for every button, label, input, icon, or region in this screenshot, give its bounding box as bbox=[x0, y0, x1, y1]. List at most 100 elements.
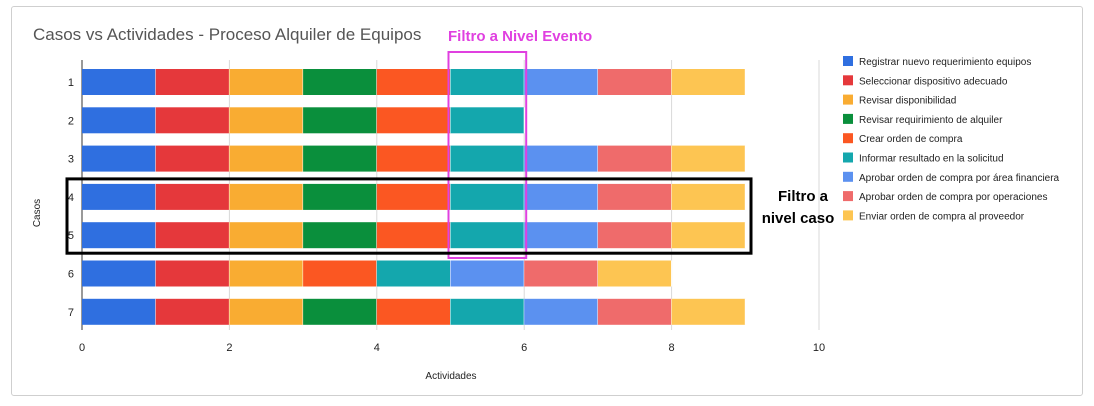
legend-entry: Aprobar orden de compra por operaciones bbox=[859, 192, 1047, 203]
y-tick-label: 7 bbox=[68, 307, 74, 319]
bar-case-3-step-6 bbox=[450, 145, 525, 172]
bar-case-4-step-9 bbox=[671, 183, 746, 210]
legend-entry: Enviar orden de compra al proveedor bbox=[859, 211, 1025, 222]
bar-case-6-step-4 bbox=[303, 260, 377, 287]
bar-case-7-step-8 bbox=[597, 298, 672, 325]
bar-case-4-step-5 bbox=[376, 183, 451, 210]
bar-case-7-step-1 bbox=[82, 298, 156, 325]
bar-case-5-step-2 bbox=[155, 222, 230, 249]
bar-case-1-step-7 bbox=[524, 69, 598, 95]
bar-case-3-step-5 bbox=[376, 145, 451, 172]
bar-case-7-step-6 bbox=[450, 298, 525, 325]
bar-case-1-step-4 bbox=[303, 69, 377, 95]
bar-case-4-step-1 bbox=[82, 183, 156, 210]
bar-case-7-step-2 bbox=[155, 298, 230, 325]
bar-case-7-step-3 bbox=[229, 298, 304, 325]
bar-case-5-step-5 bbox=[376, 222, 451, 249]
bar-case-1-step-6 bbox=[450, 69, 525, 95]
bar-case-1-step-9 bbox=[671, 69, 746, 95]
legend-swatch bbox=[843, 210, 853, 221]
bar-case-7-step-5 bbox=[376, 298, 451, 325]
bar-case-2-step-5 bbox=[376, 107, 451, 134]
legend-entry: Crear orden de compra bbox=[859, 134, 963, 145]
chart-title: Casos vs Actividades - Proceso Alquiler … bbox=[33, 25, 421, 44]
legend-swatch bbox=[843, 152, 853, 163]
x-tick-label: 10 bbox=[813, 342, 825, 354]
y-tick-label: 6 bbox=[68, 269, 74, 281]
bar-case-6-step-3 bbox=[229, 260, 304, 287]
legend-swatch bbox=[843, 113, 853, 124]
y-tick-labels: 1 2 3 4 5 6 7 bbox=[68, 77, 74, 319]
bar-case-5-step-1 bbox=[82, 222, 156, 249]
case-filter-label-line2: nivel caso bbox=[762, 210, 835, 227]
bar-case-2-step-6 bbox=[450, 107, 525, 134]
case-filter-box bbox=[65, 177, 753, 255]
x-tick-label: 6 bbox=[521, 342, 527, 354]
legend: Registrar nuevo requerimiento equipos Sel… bbox=[843, 56, 1060, 222]
filter-annotations: Filtro a Nivel Evento Filtro a nivel cas… bbox=[65, 28, 835, 259]
bar-case-1-step-3 bbox=[229, 69, 304, 95]
y-tick-label: 3 bbox=[68, 154, 74, 166]
legend-entry: Informar resultado en la solicitud bbox=[859, 154, 1004, 165]
bar-case-3-step-9 bbox=[671, 145, 746, 172]
bar-case-7-step-7 bbox=[524, 298, 598, 325]
legend-entry: Revisar disponibilidad bbox=[859, 96, 956, 107]
bar-case-6-step-7 bbox=[524, 260, 598, 287]
legend-entry: Revisar requirimiento de alquiler bbox=[859, 115, 1003, 126]
bar-case-2-step-1 bbox=[82, 107, 156, 134]
y-tick-label: 5 bbox=[68, 230, 74, 242]
bar-case-3-step-1 bbox=[82, 145, 156, 172]
bar-case-7-step-4 bbox=[303, 298, 377, 325]
x-tick-labels: 0 2 4 6 8 10 bbox=[79, 342, 825, 354]
legend-entry: Registrar nuevo requerimiento equipos bbox=[859, 57, 1031, 68]
bar-case-5-step-3 bbox=[229, 222, 304, 249]
bar-case-1-step-8 bbox=[597, 69, 672, 95]
bar-case-3-step-3 bbox=[229, 145, 304, 172]
y-tick-label: 4 bbox=[68, 192, 74, 204]
y-axis-title: Casos bbox=[32, 199, 43, 227]
legend-swatch bbox=[843, 75, 853, 86]
bar-case-2-step-3 bbox=[229, 107, 304, 134]
legend-entry: Aprobar orden de compra por área financi… bbox=[859, 173, 1060, 184]
x-tick-label: 4 bbox=[374, 342, 380, 354]
legend-entry: Seleccionar dispositivo adecuado bbox=[859, 76, 1008, 87]
bar-case-6-step-1 bbox=[82, 260, 156, 287]
event-filter-label: Filtro a Nivel Evento bbox=[448, 28, 592, 45]
legend-swatch bbox=[843, 133, 853, 144]
y-tick-label: 2 bbox=[68, 115, 74, 127]
bar-case-5-step-9 bbox=[671, 222, 746, 249]
bar-case-6-step-8 bbox=[597, 260, 672, 287]
bar-case-5-step-6 bbox=[450, 222, 525, 249]
bar-case-6-step-6 bbox=[450, 260, 525, 287]
bar-case-3-step-7 bbox=[524, 145, 598, 172]
bar-case-4-step-6 bbox=[450, 183, 525, 210]
bar-case-5-step-8 bbox=[597, 222, 672, 249]
x-tick-label: 8 bbox=[669, 342, 675, 354]
legend-swatch bbox=[843, 191, 853, 202]
bar-case-3-step-8 bbox=[597, 145, 672, 172]
bar-case-1-step-2 bbox=[155, 69, 230, 95]
bar-case-2-step-4 bbox=[303, 107, 377, 134]
bar-case-5-step-4 bbox=[303, 222, 377, 249]
bar-case-2-step-2 bbox=[155, 107, 230, 134]
bar-case-4-step-3 bbox=[229, 183, 304, 210]
bar-case-1-step-5 bbox=[376, 69, 451, 95]
x-tick-label: 0 bbox=[79, 342, 85, 354]
legend-swatch bbox=[843, 171, 853, 182]
x-tick-label: 2 bbox=[226, 342, 232, 354]
bar-case-1-step-1 bbox=[82, 69, 156, 95]
y-tick-label: 1 bbox=[68, 77, 74, 89]
bar-case-6-step-5 bbox=[376, 260, 451, 287]
bar-case-3-step-2 bbox=[155, 145, 230, 172]
legend-swatch bbox=[843, 56, 853, 66]
bar-case-5-step-7 bbox=[524, 222, 598, 249]
bar-case-4-step-4 bbox=[303, 183, 377, 210]
bar-segments bbox=[82, 69, 746, 325]
bar-case-6-step-2 bbox=[155, 260, 230, 287]
bar-case-4-step-8 bbox=[597, 183, 672, 210]
x-axis-title: Actividades bbox=[425, 371, 476, 382]
bar-case-4-step-7 bbox=[524, 183, 598, 210]
event-filter-box bbox=[447, 51, 528, 259]
case-filter-label-line1: Filtro a bbox=[778, 188, 829, 205]
